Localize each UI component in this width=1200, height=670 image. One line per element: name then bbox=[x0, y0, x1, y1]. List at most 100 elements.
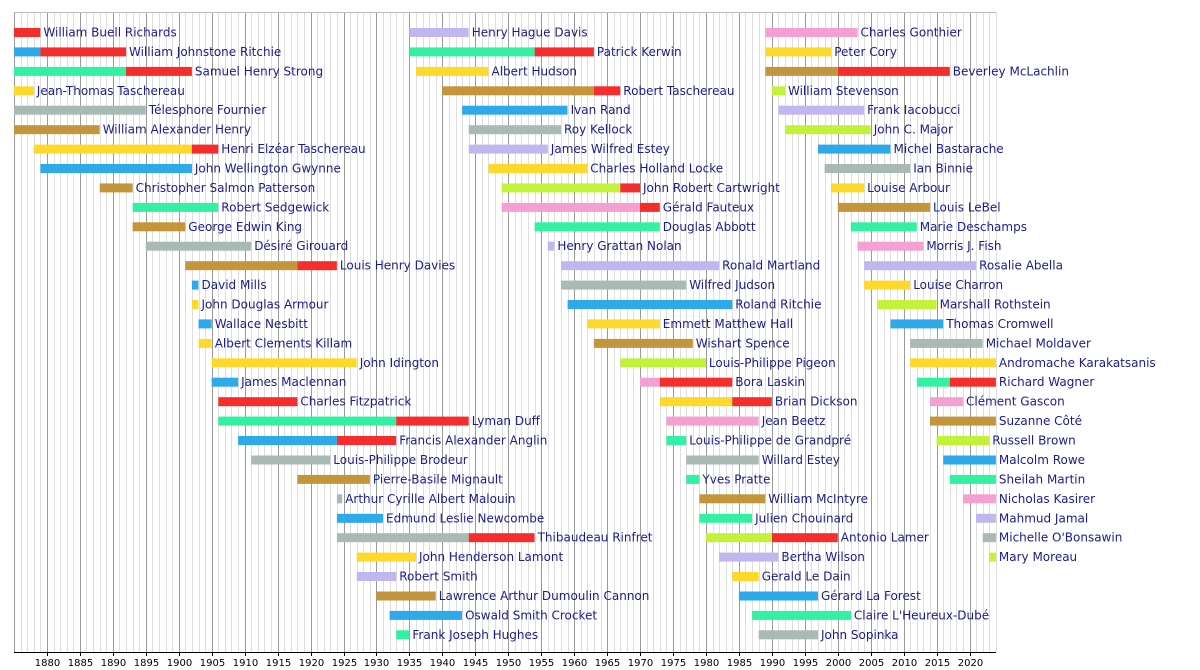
x-tick-label: 1935 bbox=[397, 658, 422, 669]
bar-label-james-maclennan: James Maclennan bbox=[240, 375, 346, 389]
bar-label-patrick-kerwin: Patrick Kerwin bbox=[597, 45, 682, 59]
bar-label-julien-chouinard: Julien Chouinard bbox=[754, 511, 853, 525]
bar-david-mills-segment-1 bbox=[191, 280, 199, 290]
bar-label-louis-philippe-brodeur: Louis-Philippe Brodeur bbox=[333, 453, 467, 467]
bar-thibaudeau-rinfret-segment-1 bbox=[336, 533, 469, 543]
bar-label-jean-beetz: Jean Beetz bbox=[761, 414, 826, 428]
bar-mary-moreau-segment-1 bbox=[989, 552, 996, 562]
bar-michelle-o-bonsawin-segment-1 bbox=[982, 533, 996, 543]
bar-label-antonio-lamer: Antonio Lamer bbox=[841, 531, 929, 545]
x-tick-label: 1925 bbox=[332, 658, 357, 669]
bar-william-johnstone-ritchie-segment-2 bbox=[40, 47, 127, 57]
bar-robert-taschereau-segment-1 bbox=[442, 86, 594, 96]
bar-richard-wagner-segment-1 bbox=[916, 377, 950, 387]
bar-label-douglas-abbott: Douglas Abbott bbox=[663, 220, 756, 234]
bar-beverley-mclachlin-segment-1 bbox=[765, 66, 838, 76]
x-tick-label: 1955 bbox=[529, 658, 554, 669]
bar-label-william-buell-richards: William Buell Richards bbox=[43, 26, 176, 40]
bar-label-charles-gonthier: Charles Gonthier bbox=[861, 26, 962, 40]
bar-gerald-fauteux-segment-2 bbox=[640, 202, 660, 212]
bar-label-beverley-mclachlin: Beverley McLachlin bbox=[953, 64, 1069, 78]
bar-label-lawrence-arthur-dumoulin-cannon: Lawrence Arthur Dumoulin Cannon bbox=[439, 589, 650, 603]
bar-george-edwin-king-segment-1 bbox=[132, 222, 186, 232]
bar-ivan-rand-segment-1 bbox=[462, 105, 568, 115]
bar-label-roland-ritchie: Roland Ritchie bbox=[735, 298, 821, 312]
bar-label-david-mills: David Mills bbox=[202, 278, 267, 292]
bar-label-emmett-matthew-hall: Emmett Matthew Hall bbox=[663, 317, 793, 331]
bar-peter-cory-segment-1 bbox=[765, 47, 832, 57]
bar-label-william-johnstone-ritchie: William Johnstone Ritchie bbox=[129, 45, 281, 59]
bar-william-alexander-henry-segment-1 bbox=[14, 125, 100, 135]
bar-label-telesphore-fournier: Télesphore Fournier bbox=[148, 103, 267, 117]
bar-label-albert-clements-killam: Albert Clements Killam bbox=[215, 336, 352, 350]
x-tick-label: 2020 bbox=[958, 658, 983, 669]
bar-label-willard-estey: Willard Estey bbox=[762, 453, 840, 467]
bar-label-jean-thomas-taschereau: Jean-Thomas Taschereau bbox=[36, 84, 185, 98]
bar-john-wellington-gwynne-segment-1 bbox=[40, 164, 193, 173]
bar-label-ivan-rand: Ivan Rand bbox=[571, 103, 631, 117]
bar-label-john-idington: John Idington bbox=[359, 356, 439, 370]
bar-label-nicholas-kasirer: Nicholas Kasirer bbox=[999, 492, 1095, 506]
bar-thomas-cromwell-segment-1 bbox=[890, 319, 944, 329]
bar-label-louis-philippe-pigeon: Louis-Philippe Pigeon bbox=[709, 356, 836, 370]
bar-roland-ritchie-segment-1 bbox=[567, 300, 733, 309]
bar-andromache-karakatsanis-segment-1 bbox=[910, 358, 996, 368]
bar-robert-sedgewick-segment-1 bbox=[132, 202, 219, 212]
bar-bora-laskin-segment-1 bbox=[640, 377, 660, 387]
bar-label-wallace-nesbitt: Wallace Nesbitt bbox=[215, 317, 309, 331]
bar-label-desire-girouard: Désiré Girouard bbox=[254, 239, 348, 253]
bar-label-sheilah-martin: Sheilah Martin bbox=[999, 472, 1085, 486]
bar-antonio-lamer-segment-1 bbox=[705, 533, 772, 543]
bar-patrick-kerwin-segment-1 bbox=[409, 47, 535, 57]
bar-marie-deschamps-segment-1 bbox=[850, 222, 917, 232]
bar-francis-alexander-anglin-segment-2 bbox=[336, 436, 397, 445]
x-tick-label: 2010 bbox=[892, 658, 917, 669]
bar-lyman-duff-segment-1 bbox=[218, 416, 397, 426]
bar-label-pierre-basile-mignault: Pierre-Basile Mignault bbox=[373, 472, 503, 486]
bar-label-john-douglas-armour: John Douglas Armour bbox=[201, 298, 329, 312]
bar-label-louis-henry-davies: Louis Henry Davies bbox=[340, 259, 455, 273]
bar-yves-pratte-segment-1 bbox=[686, 474, 700, 484]
bar-malcolm-rowe-segment-1 bbox=[943, 455, 996, 465]
bar-marshall-rothstein-segment-1 bbox=[877, 300, 937, 309]
bar-label-gerard-la-forest: Gérard La Forest bbox=[821, 589, 921, 603]
bar-label-john-c-major: John C. Major bbox=[873, 123, 953, 137]
bars-layer bbox=[14, 28, 996, 640]
bar-label-albert-hudson: Albert Hudson bbox=[492, 64, 577, 78]
bar-suzanne-cote-segment-1 bbox=[930, 416, 996, 426]
bar-label-bertha-wilson: Bertha Wilson bbox=[781, 550, 865, 564]
bar-ronald-martland-segment-1 bbox=[561, 261, 720, 271]
bar-label-brian-dickson: Brian Dickson bbox=[775, 395, 858, 409]
bar-henri-elzear-taschereau-segment-1 bbox=[33, 144, 192, 154]
bar-label-claire-l-heureux-dube: Claire L'Heureux-Dubé bbox=[854, 608, 989, 622]
bar-desire-girouard-segment-1 bbox=[145, 241, 252, 251]
bar-label-bora-laskin: Bora Laskin bbox=[735, 375, 805, 389]
bar-label-wilfred-judson: Wilfred Judson bbox=[689, 278, 775, 292]
bar-frank-joseph-hughes-segment-1 bbox=[396, 630, 410, 640]
bar-label-francis-alexander-anglin: Francis Alexander Anglin bbox=[399, 434, 547, 448]
x-tick-label: 1945 bbox=[463, 658, 488, 669]
bar-label-michael-moldaver: Michael Moldaver bbox=[986, 336, 1091, 350]
bar-label-gerald-le-dain: Gerald Le Dain bbox=[762, 570, 851, 584]
bar-james-maclennan-segment-1 bbox=[211, 377, 239, 387]
bar-john-robert-cartwright-segment-1 bbox=[501, 183, 621, 193]
bar-louis-henry-davies-segment-1 bbox=[185, 261, 298, 271]
bar-label-christopher-salmon-patterson: Christopher Salmon Patterson bbox=[136, 181, 316, 195]
x-tick-label: 2000 bbox=[826, 658, 851, 669]
x-tick-label: 1975 bbox=[661, 658, 686, 669]
bar-label-henry-hague-davis: Henry Hague Davis bbox=[472, 26, 588, 40]
bar-john-robert-cartwright-segment-2 bbox=[620, 183, 641, 193]
x-tick-label: 1895 bbox=[134, 658, 159, 669]
bar-label-james-wilfred-estey: James Wilfred Estey bbox=[550, 142, 670, 156]
bar-label-louis-philippe-de-grandpre: Louis-Philippe de Grandpré bbox=[689, 434, 851, 448]
bar-pierre-basile-mignault-segment-1 bbox=[297, 474, 370, 484]
bar-brian-dickson-segment-2 bbox=[732, 397, 772, 407]
bar-label-thibaudeau-rinfret: Thibaudeau Rinfret bbox=[537, 531, 653, 545]
bar-gerald-le-dain-segment-1 bbox=[732, 572, 759, 581]
x-tick-label: 2015 bbox=[925, 658, 950, 669]
bar-william-buell-richards-segment-1 bbox=[14, 28, 41, 37]
bar-label-frank-iacobucci: Frank Iacobucci bbox=[867, 103, 960, 117]
bar-john-idington-segment-1 bbox=[211, 358, 357, 368]
bar-douglas-abbott-segment-1 bbox=[534, 222, 660, 232]
bar-label-rosalie-abella: Rosalie Abella bbox=[979, 259, 1063, 273]
